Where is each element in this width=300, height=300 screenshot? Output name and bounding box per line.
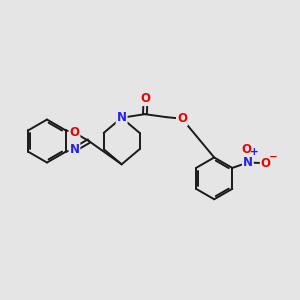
Text: O: O — [261, 157, 271, 169]
Text: O: O — [140, 92, 151, 105]
Text: O: O — [177, 112, 187, 125]
Text: O: O — [69, 126, 80, 139]
Text: N: N — [117, 111, 127, 124]
Text: N: N — [243, 156, 253, 169]
Text: +: + — [249, 147, 258, 157]
Text: N: N — [69, 143, 80, 156]
Text: −: − — [269, 152, 278, 162]
Text: O: O — [241, 142, 251, 156]
